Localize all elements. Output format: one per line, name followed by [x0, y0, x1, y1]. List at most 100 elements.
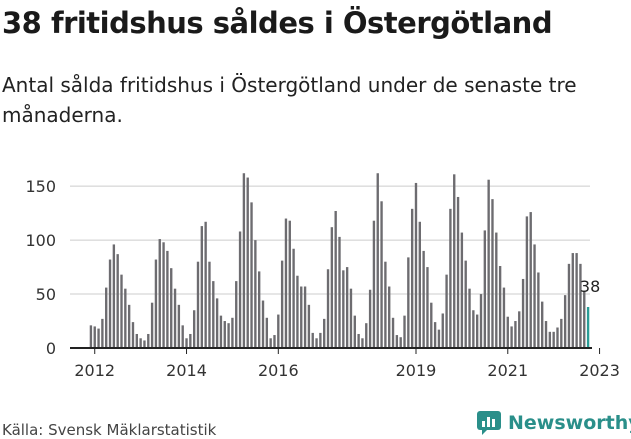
bar	[506, 316, 509, 348]
y-tick-label: 50	[36, 285, 56, 304]
bar	[472, 310, 475, 348]
bar	[315, 338, 318, 348]
x-tick-label: 2023	[579, 361, 620, 380]
bar	[307, 304, 311, 348]
bar	[277, 314, 280, 348]
bar	[269, 338, 272, 348]
source-text: Källa: Svensk Mäklarstatistik	[2, 421, 217, 439]
bar	[483, 230, 487, 348]
bar	[460, 232, 464, 348]
bar	[235, 281, 238, 348]
bar	[319, 332, 322, 348]
bar	[242, 173, 246, 348]
bar	[468, 288, 471, 348]
x-tick-label: 2016	[258, 361, 299, 380]
bar	[177, 304, 181, 348]
bar	[166, 250, 169, 348]
chart-title: 38 fritidshus såldes i Östergötland	[2, 6, 553, 40]
bar	[330, 227, 334, 348]
bar	[181, 325, 184, 348]
brand-logo: Newsworthy	[476, 409, 631, 437]
bar	[388, 286, 391, 348]
y-tick-label: 150	[25, 177, 56, 196]
bar	[521, 278, 525, 348]
bar	[357, 333, 360, 348]
bar	[208, 261, 211, 348]
bar	[548, 331, 552, 348]
bar	[131, 322, 135, 348]
bar	[288, 220, 291, 348]
bar	[510, 326, 513, 348]
bar	[139, 338, 142, 348]
bar	[361, 338, 364, 348]
bar	[537, 272, 540, 348]
bar	[433, 322, 437, 348]
bar	[303, 286, 307, 348]
bar	[292, 248, 295, 348]
bar	[170, 268, 173, 348]
bar	[196, 261, 200, 348]
bar	[487, 179, 490, 348]
chart-subtitle: Antal sålda fritidshus i Östergötland un…	[2, 73, 577, 127]
newsworthy-logo-icon	[477, 411, 501, 435]
bar	[219, 315, 223, 348]
bar	[342, 270, 345, 348]
last-value-label: 38	[580, 277, 600, 296]
bar	[556, 327, 559, 348]
bar-chart: 0 50 100 150 2012 2014 2016 2019 2021 2023 38	[25, 173, 620, 380]
bar	[456, 196, 460, 348]
bar	[204, 221, 207, 348]
bar	[353, 315, 356, 348]
bar	[231, 317, 234, 348]
bar	[418, 221, 421, 348]
bar	[529, 212, 532, 348]
bar	[563, 295, 567, 348]
bar	[173, 288, 177, 348]
bar	[583, 290, 586, 348]
bar	[227, 323, 230, 348]
bar	[349, 288, 353, 348]
bar	[143, 340, 146, 348]
bar	[124, 288, 127, 348]
bar	[238, 231, 242, 348]
bar	[441, 313, 444, 348]
bar	[368, 289, 372, 348]
bar	[323, 318, 326, 348]
bar	[495, 232, 498, 348]
bar	[514, 321, 517, 348]
bar	[399, 337, 402, 348]
bar	[410, 208, 414, 348]
bar	[391, 317, 395, 348]
bar	[380, 201, 383, 348]
bar	[338, 236, 341, 348]
bar	[154, 259, 158, 348]
bar	[533, 244, 536, 348]
bar	[261, 300, 265, 348]
bar	[185, 338, 188, 348]
bar	[475, 314, 479, 348]
bar	[345, 267, 349, 348]
bar	[97, 328, 100, 348]
bar	[449, 208, 452, 348]
bar	[422, 250, 425, 348]
bar	[150, 302, 154, 348]
bar	[162, 242, 165, 348]
bar	[437, 329, 441, 348]
bar	[453, 174, 456, 348]
bar	[498, 266, 502, 348]
bar	[464, 260, 467, 348]
bar	[200, 226, 204, 348]
bar	[192, 310, 196, 348]
bar	[384, 261, 387, 348]
bar	[258, 271, 261, 348]
bar	[560, 318, 563, 348]
bar	[567, 263, 571, 348]
bar	[101, 318, 104, 348]
bar	[250, 202, 253, 348]
bar	[395, 335, 399, 348]
bar	[575, 253, 578, 348]
bar	[158, 239, 161, 348]
bar	[300, 286, 303, 348]
y-tick-label: 100	[25, 231, 56, 250]
bar	[541, 301, 544, 348]
